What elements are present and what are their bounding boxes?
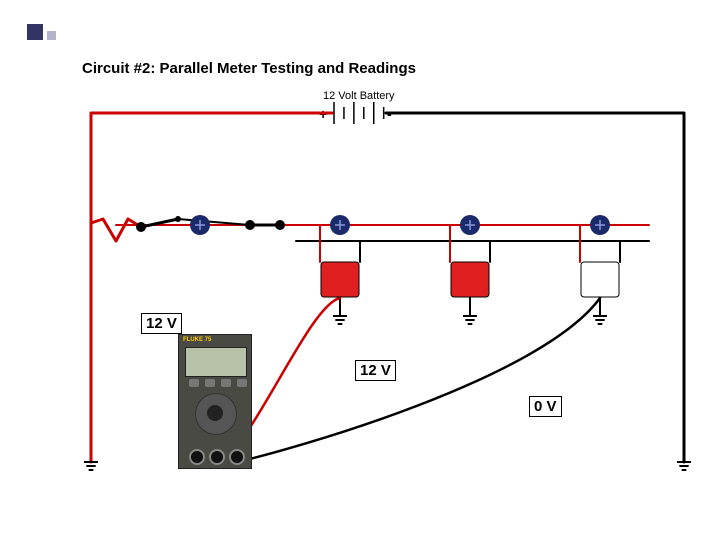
circuit-svg bbox=[0, 0, 720, 540]
lamp-1 bbox=[451, 262, 489, 297]
meter-brand-label: FLUKE 75 bbox=[183, 337, 211, 343]
multimeter: FLUKE 75 bbox=[178, 334, 252, 469]
voltage-reading-0: 12 V bbox=[141, 313, 182, 334]
wire-tap_pos bbox=[91, 219, 141, 241]
wire-probe_blk bbox=[237, 298, 600, 462]
voltage-reading-1: 12 V bbox=[355, 360, 396, 381]
meter-screen bbox=[185, 347, 247, 377]
meter-knob bbox=[207, 405, 223, 421]
voltage-reading-2: 0 V bbox=[529, 396, 562, 417]
lamp-2 bbox=[581, 262, 619, 297]
lamp-0 bbox=[321, 262, 359, 297]
